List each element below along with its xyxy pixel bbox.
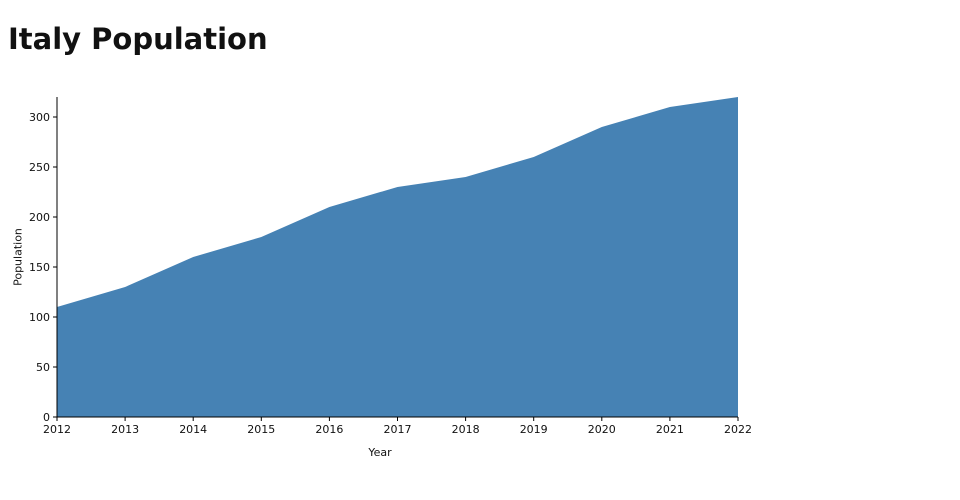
x-axis-label: Year (368, 446, 392, 459)
x-tick-label: 2022 (724, 423, 752, 436)
y-tick-label: 250 (29, 161, 50, 174)
y-tick-label: 200 (29, 211, 50, 224)
x-tick-label: 2018 (452, 423, 480, 436)
x-tick-label: 2019 (520, 423, 548, 436)
y-tick-label: 300 (29, 111, 50, 124)
y-tick-label: 50 (36, 361, 50, 374)
area-series (57, 97, 738, 417)
x-tick-label: 2015 (247, 423, 275, 436)
y-tick-label: 150 (29, 261, 50, 274)
x-tick-label: 2020 (588, 423, 616, 436)
x-tick-label: 2014 (179, 423, 207, 436)
x-tick-label: 2017 (384, 423, 412, 436)
x-tick-label: 2012 (43, 423, 71, 436)
x-tick-label: 2021 (656, 423, 684, 436)
chart-title: Italy Population (8, 22, 268, 56)
y-tick-label: 0 (43, 411, 50, 424)
y-axis-label: Population (11, 228, 25, 286)
y-tick-label: 100 (29, 311, 50, 324)
x-tick-label: 2016 (315, 423, 343, 436)
x-tick-label: 2013 (111, 423, 139, 436)
